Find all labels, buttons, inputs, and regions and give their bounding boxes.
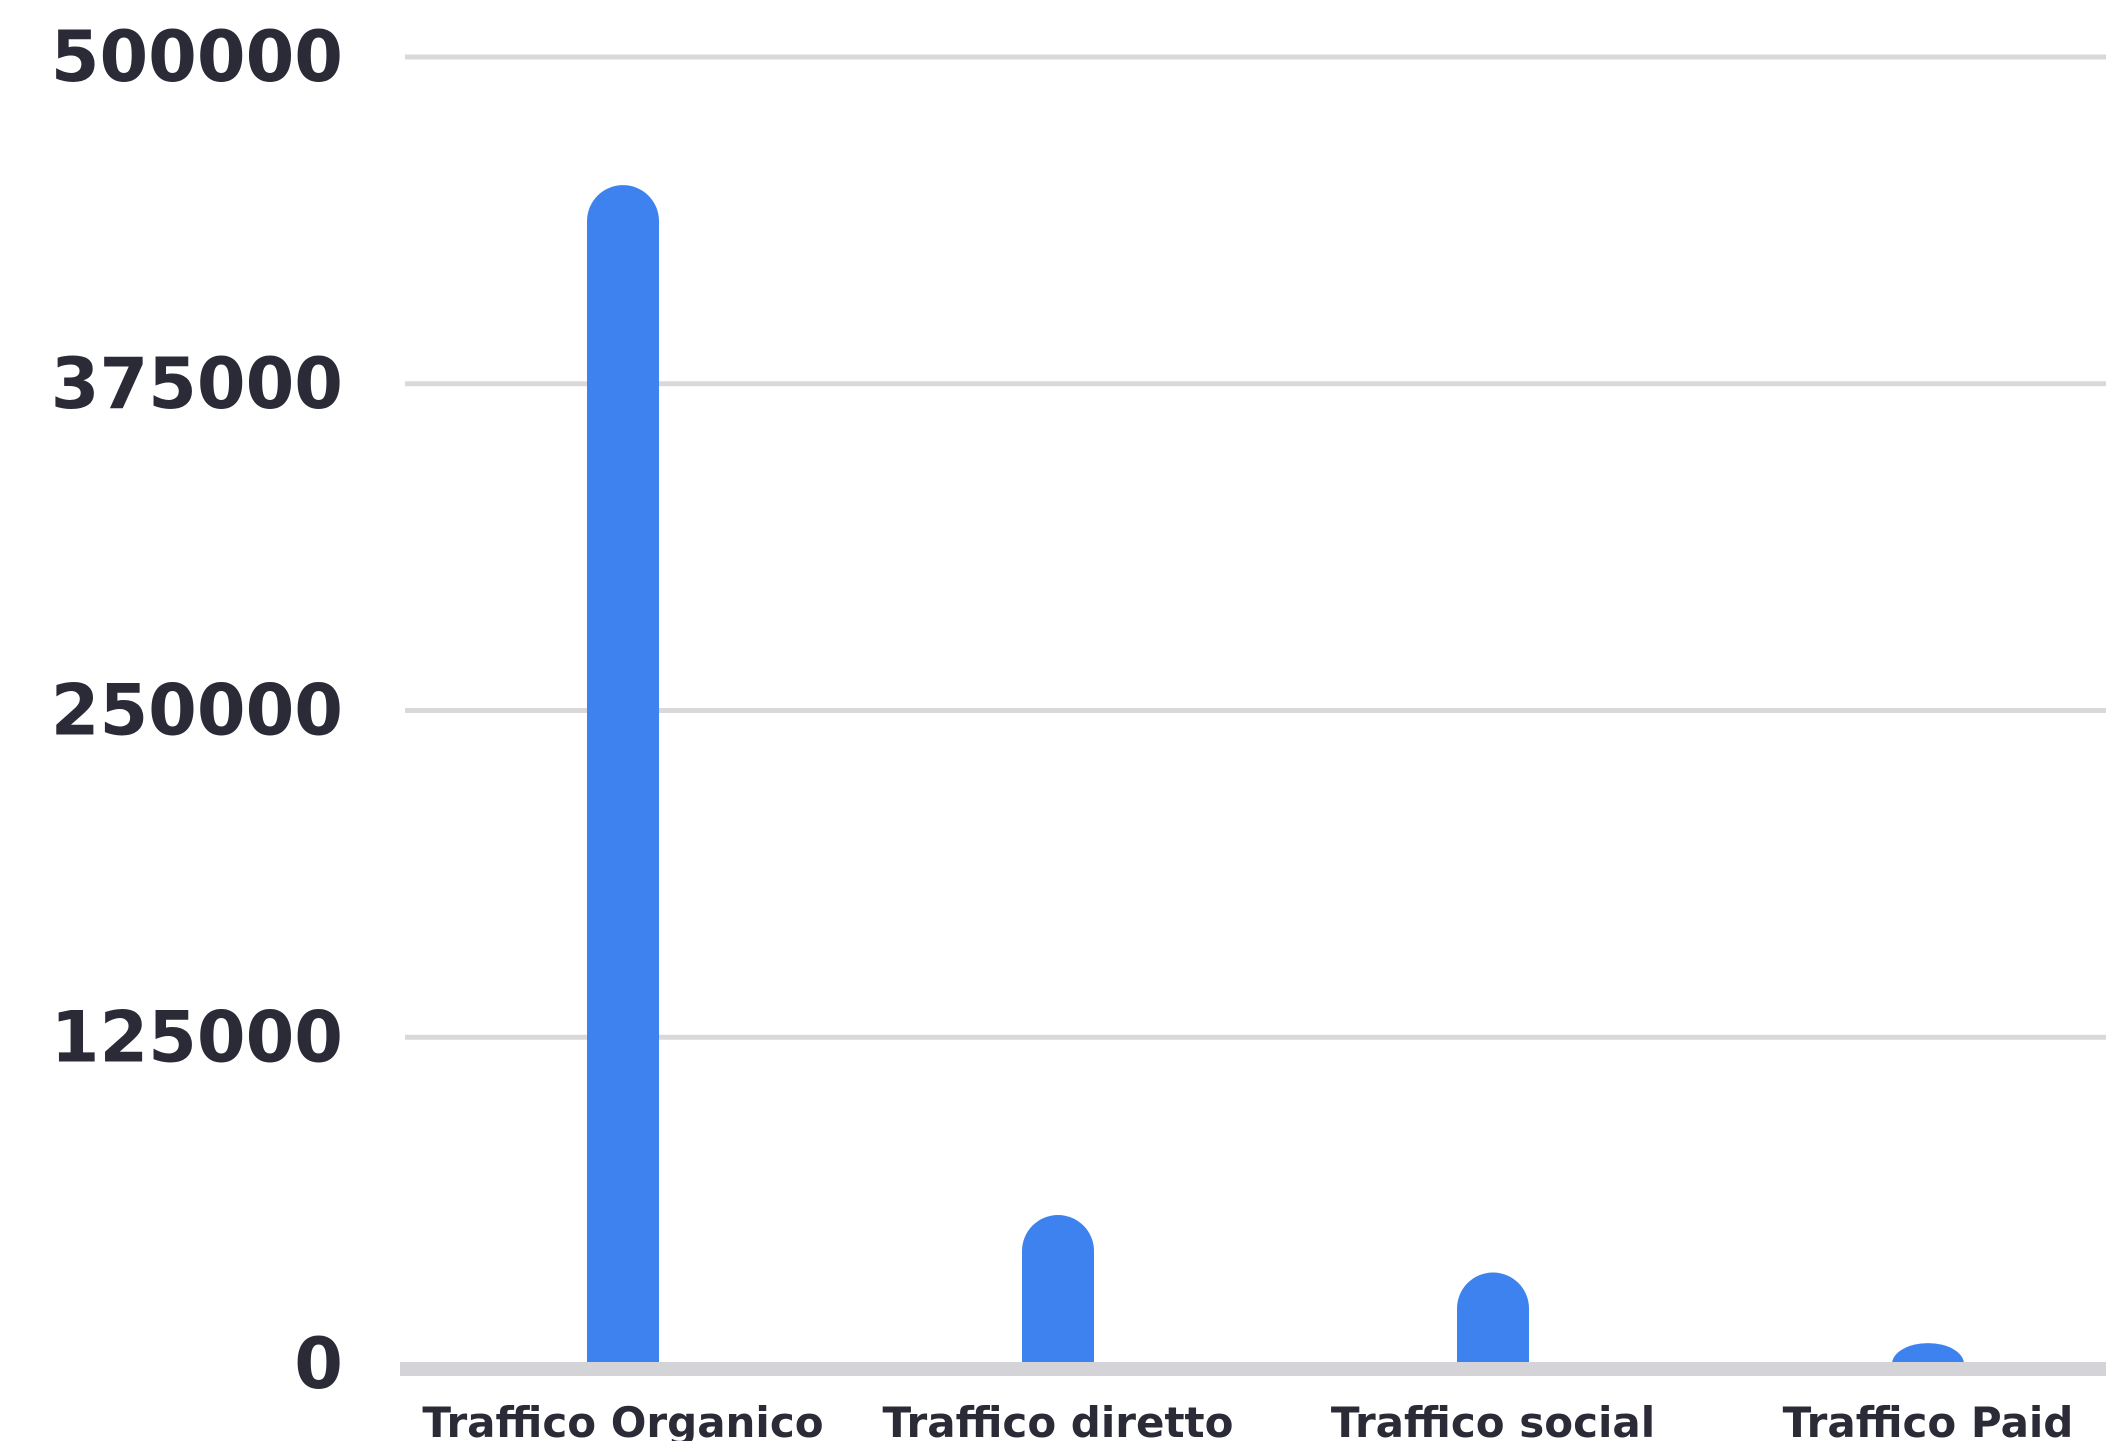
- x-category-label-traffico-diretto: Traffico diretto: [883, 1398, 1234, 1441]
- x-category-label-traffico-social: Traffico social: [1331, 1398, 1655, 1441]
- bar-traffico-paid: [1892, 1343, 1964, 1364]
- x-category-label-traffico-organico: Traffico Organico: [422, 1398, 823, 1441]
- y-tick-label-0: 0: [294, 1323, 343, 1405]
- y-tick-label-125000: 125000: [51, 996, 343, 1078]
- bars: [587, 185, 1964, 1365]
- x-axis-category-labels: Traffico Organico Traffico diretto Traffic…: [422, 1398, 2073, 1441]
- y-tick-label-375000: 375000: [51, 343, 343, 425]
- x-axis-baseline: [400, 1362, 2106, 1376]
- y-axis-tick-labels: 0 125000 250000 375000 500000: [51, 16, 343, 1405]
- bar-traffico-organico: [587, 185, 659, 1365]
- y-tick-label-250000: 250000: [51, 670, 343, 752]
- y-tick-label-500000: 500000: [51, 16, 343, 98]
- bar-traffico-diretto: [1022, 1215, 1094, 1364]
- x-category-label-traffico-paid: Traffico Paid: [1783, 1398, 2074, 1441]
- gridlines: [405, 54, 2106, 1040]
- bar-traffico-social: [1457, 1272, 1529, 1364]
